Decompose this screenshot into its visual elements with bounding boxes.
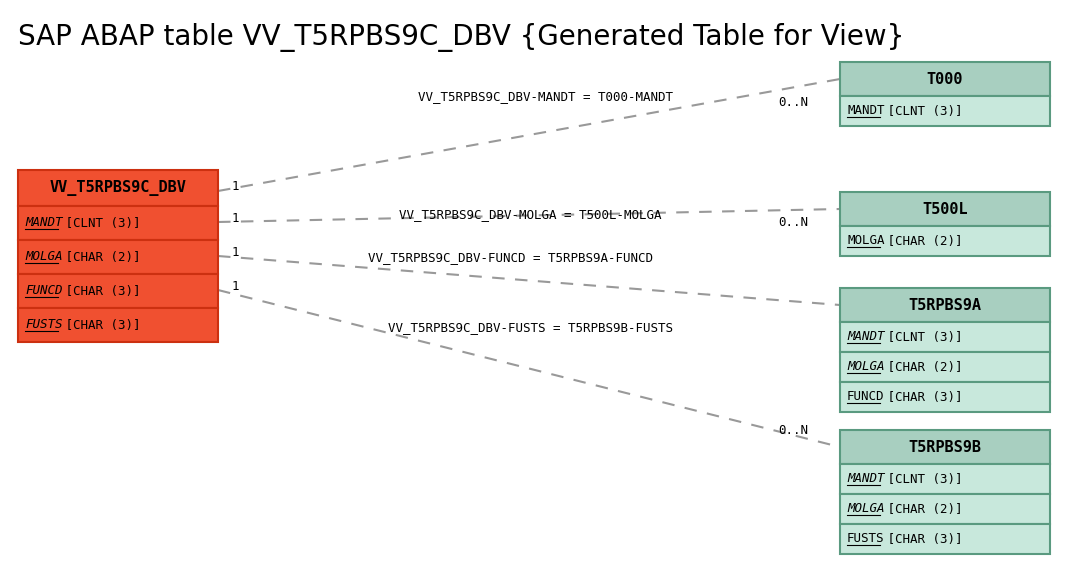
Text: T500L: T500L: [922, 202, 968, 217]
Text: [CHAR (2)]: [CHAR (2)]: [880, 235, 962, 248]
Text: FUNCD: FUNCD: [25, 285, 62, 297]
FancyBboxPatch shape: [18, 240, 218, 274]
Text: T000: T000: [926, 71, 963, 87]
FancyBboxPatch shape: [840, 288, 1050, 322]
FancyBboxPatch shape: [840, 464, 1050, 494]
Text: VV_T5RPBS9C_DBV-FUNCD = T5RPBS9A-FUNCD: VV_T5RPBS9C_DBV-FUNCD = T5RPBS9A-FUNCD: [367, 252, 653, 264]
Text: 1: 1: [232, 246, 239, 259]
Text: VV_T5RPBS9C_DBV-MOLGA = T500L-MOLGA: VV_T5RPBS9C_DBV-MOLGA = T500L-MOLGA: [398, 209, 661, 221]
Text: MANDT: MANDT: [847, 105, 884, 117]
Text: [CHAR (2)]: [CHAR (2)]: [57, 250, 140, 264]
FancyBboxPatch shape: [840, 352, 1050, 382]
Text: FUSTS: FUSTS: [847, 533, 884, 546]
Text: VV_T5RPBS9C_DBV-FUSTS = T5RPBS9B-FUSTS: VV_T5RPBS9C_DBV-FUSTS = T5RPBS9B-FUSTS: [388, 321, 672, 335]
Text: [CHAR (3)]: [CHAR (3)]: [57, 318, 140, 332]
Text: MOLGA: MOLGA: [25, 250, 62, 264]
Text: [CLNT (3)]: [CLNT (3)]: [880, 472, 962, 486]
Text: [CLNT (3)]: [CLNT (3)]: [57, 217, 140, 229]
Text: 1: 1: [232, 279, 239, 292]
FancyBboxPatch shape: [840, 494, 1050, 524]
Text: [CLNT (3)]: [CLNT (3)]: [880, 105, 962, 117]
FancyBboxPatch shape: [840, 96, 1050, 126]
Text: [CLNT (3)]: [CLNT (3)]: [880, 331, 962, 343]
Text: 0..N: 0..N: [778, 216, 808, 228]
Text: VV_T5RPBS9C_DBV: VV_T5RPBS9C_DBV: [50, 180, 186, 196]
Text: [CHAR (3)]: [CHAR (3)]: [57, 285, 140, 297]
Text: MANDT: MANDT: [847, 472, 884, 486]
Text: SAP ABAP table VV_T5RPBS9C_DBV {Generated Table for View}: SAP ABAP table VV_T5RPBS9C_DBV {Generate…: [18, 23, 905, 52]
Text: VV_T5RPBS9C_DBV-MANDT = T000-MANDT: VV_T5RPBS9C_DBV-MANDT = T000-MANDT: [418, 91, 672, 103]
Text: FUNCD: FUNCD: [847, 390, 884, 403]
Text: MANDT: MANDT: [847, 331, 884, 343]
Text: 1: 1: [232, 181, 239, 193]
Text: 1: 1: [232, 211, 239, 224]
Text: [CHAR (3)]: [CHAR (3)]: [880, 533, 962, 546]
Text: [CHAR (2)]: [CHAR (2)]: [880, 503, 962, 515]
FancyBboxPatch shape: [18, 274, 218, 308]
Text: [CHAR (3)]: [CHAR (3)]: [880, 390, 962, 403]
Text: 0..N: 0..N: [778, 96, 808, 109]
Text: T5RPBS9A: T5RPBS9A: [909, 297, 981, 313]
FancyBboxPatch shape: [18, 206, 218, 240]
FancyBboxPatch shape: [840, 524, 1050, 554]
Text: FUSTS: FUSTS: [25, 318, 62, 332]
Text: MOLGA: MOLGA: [847, 235, 884, 248]
Text: MOLGA: MOLGA: [847, 503, 884, 515]
FancyBboxPatch shape: [18, 308, 218, 342]
FancyBboxPatch shape: [840, 382, 1050, 412]
Text: 0..N: 0..N: [778, 424, 808, 436]
Text: MOLGA: MOLGA: [847, 360, 884, 374]
FancyBboxPatch shape: [840, 192, 1050, 226]
FancyBboxPatch shape: [840, 322, 1050, 352]
FancyBboxPatch shape: [840, 226, 1050, 256]
FancyBboxPatch shape: [18, 170, 218, 206]
Text: [CHAR (2)]: [CHAR (2)]: [880, 360, 962, 374]
Text: MANDT: MANDT: [25, 217, 62, 229]
FancyBboxPatch shape: [840, 62, 1050, 96]
FancyBboxPatch shape: [840, 430, 1050, 464]
Text: T5RPBS9B: T5RPBS9B: [909, 439, 981, 454]
